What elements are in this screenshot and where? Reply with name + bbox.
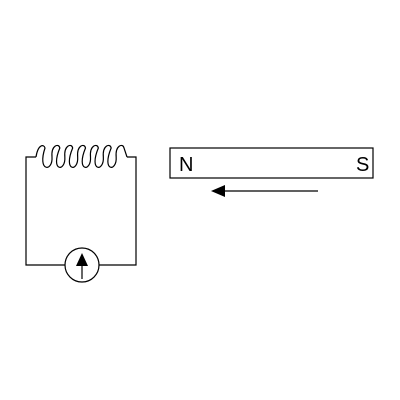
arrow-left-icon — [211, 185, 318, 197]
circuit-wire-right — [99, 156, 137, 266]
galvanometer-icon — [64, 247, 100, 283]
magnet-body — [169, 147, 374, 179]
meter-needle-head — [76, 253, 88, 266]
magnet-north-label: N — [179, 154, 193, 176]
magnet-south-label: S — [356, 154, 369, 176]
coil — [35, 144, 128, 168]
circuit-wire-left — [25, 156, 65, 266]
bar-magnet: N S — [169, 147, 374, 179]
motion-arrow-head — [211, 185, 225, 197]
meter-circle — [64, 247, 100, 283]
